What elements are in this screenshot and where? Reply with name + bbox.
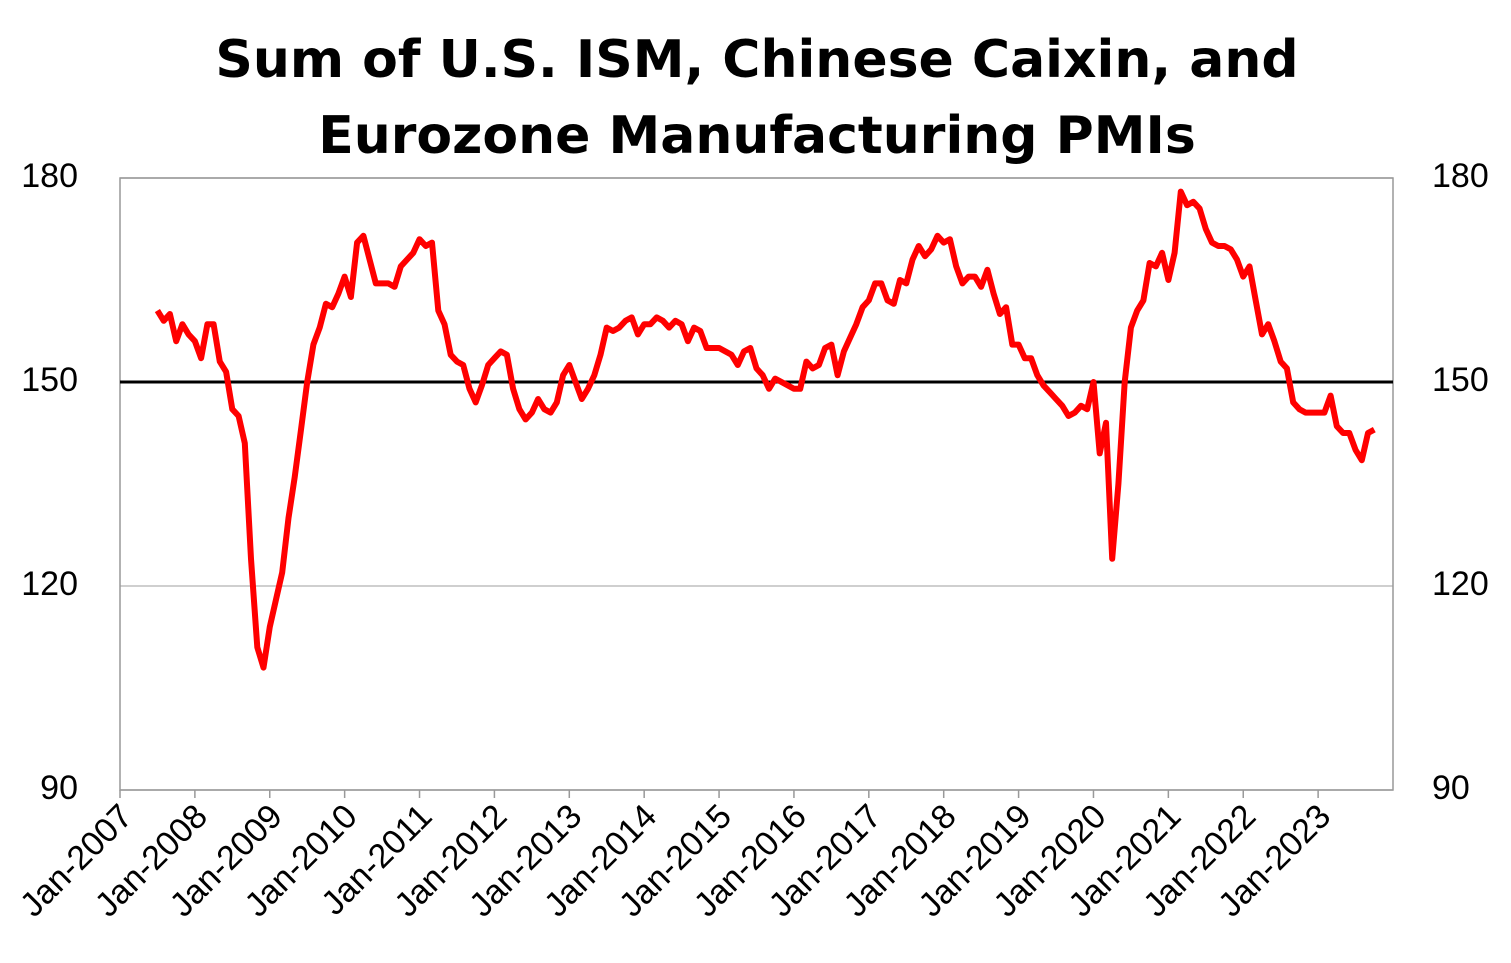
y-tick-label: 90 [40, 769, 78, 807]
y2-tick-label: 180 [1432, 157, 1489, 195]
data-line [154, 188, 1376, 671]
y2-tick-label: 120 [1432, 565, 1489, 603]
plot-border [119, 177, 1394, 791]
y-tick-label: 180 [21, 157, 78, 195]
y2-tick-label: 90 [1432, 769, 1470, 807]
chart-title: Sum of U.S. ISM, Chinese Caixin, and Eur… [215, 30, 1299, 166]
y-tick-label: 150 [21, 361, 78, 399]
y-tick-label: 120 [21, 565, 78, 603]
y2-tick-label: 150 [1432, 361, 1489, 399]
